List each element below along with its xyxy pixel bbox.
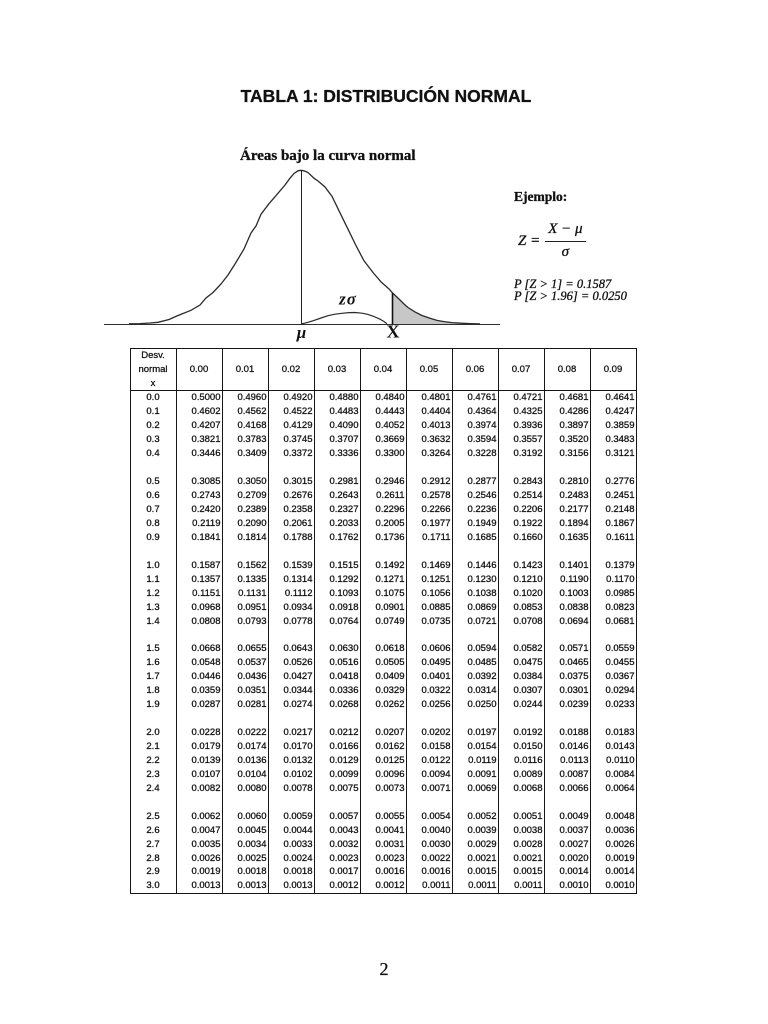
svg-text:X: X: [387, 322, 400, 342]
svg-text:zσ: zσ: [338, 290, 357, 309]
svg-text:μ: μ: [296, 323, 306, 342]
